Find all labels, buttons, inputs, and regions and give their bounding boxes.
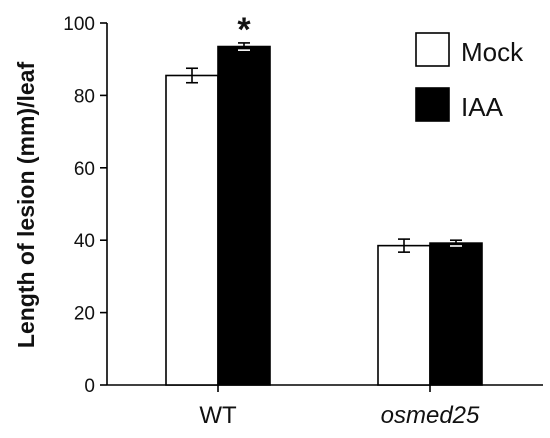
bar-iaa-1 [429,242,483,386]
legend-swatch-mock [415,32,450,67]
legend: Mock IAA [415,32,524,122]
legend-label-mock: Mock [461,37,524,67]
bar-mock-0 [165,74,219,386]
y-tick-label: 60 [74,159,95,180]
x-tick-label-1: osmed25 [381,402,480,429]
legend-label-iaa: IAA [461,92,504,122]
x-tick-label-0: WT [199,402,237,429]
y-axis-label: Length of lesion (mm)/leaf [13,62,39,349]
legend-swatch-iaa [415,87,450,122]
y-tick-label: 80 [74,86,95,107]
significance-mark: * [237,11,251,49]
plot-area: 0 20 40 60 80 100 WT osmed25 * [63,11,543,429]
bar-iaa-0 [217,45,271,386]
y-tick-label: 100 [63,14,95,35]
y-tick-label: 20 [74,304,95,325]
bar-mock-1 [377,244,431,386]
y-tick-label: 0 [84,376,95,397]
y-tick-label: 40 [74,231,95,252]
